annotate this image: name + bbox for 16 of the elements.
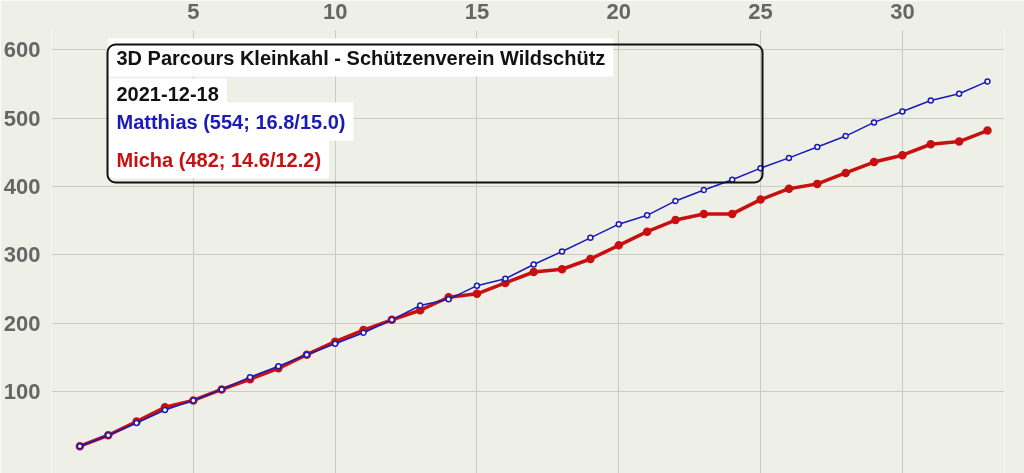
text: Matthias (554; 16.8/15.0): [116, 110, 346, 133]
x-tick-label: 25: [748, 0, 773, 24]
y-tick-label: 600: [3, 37, 41, 63]
text: Micha (482; 14.6/12.2): [116, 148, 322, 171]
x-tick-label: 5: [187, 0, 200, 24]
y-tick-label: 400: [3, 174, 41, 200]
y-tick-label: 300: [3, 242, 41, 268]
x-tick-label: 15: [464, 0, 490, 24]
y-tick-label: 500: [3, 105, 41, 131]
y-tick-label: 200: [3, 310, 41, 336]
x-tick-label: 30: [890, 0, 915, 24]
y-tick-label: 100: [3, 379, 41, 405]
text: 2021-12-18: [116, 82, 219, 105]
x-tick-label: 20: [606, 0, 632, 24]
x-tick-label: 10: [322, 0, 348, 24]
text: 3D Parcours Kleinkahl - Schützenverein Wildschütz: [116, 46, 606, 69]
